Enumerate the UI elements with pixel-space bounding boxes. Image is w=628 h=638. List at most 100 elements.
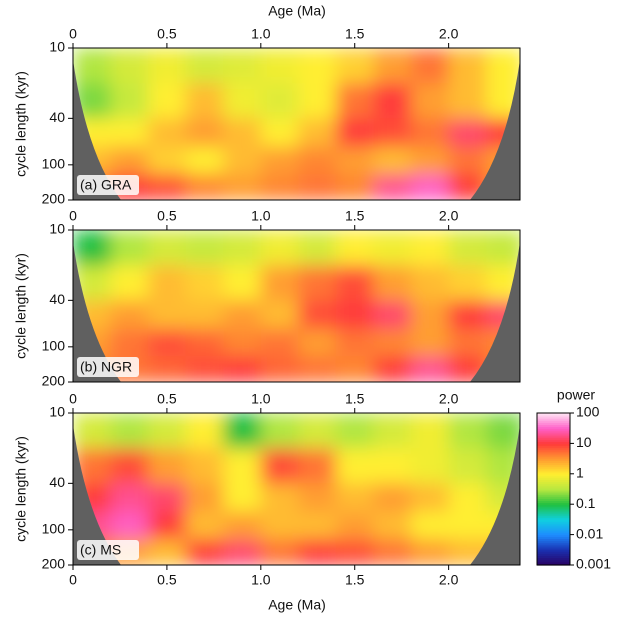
- colorbar-strip: [537, 534, 570, 538]
- colorbar-strip: [537, 473, 570, 477]
- colorbar-strip: [537, 492, 570, 496]
- heatmap-field: [73, 48, 520, 200]
- colorbar-strip: [537, 511, 570, 515]
- cell: [73, 48, 112, 84]
- colorbar-strip: [537, 464, 570, 467]
- cell: [185, 483, 224, 513]
- cell: [411, 300, 450, 330]
- cell: [148, 300, 187, 330]
- panel-label: (b) NGR: [80, 359, 132, 375]
- cell: [260, 48, 299, 84]
- colorbar-strip: [537, 452, 570, 456]
- cell: [373, 118, 412, 148]
- cell: [260, 448, 299, 484]
- cell: [73, 230, 112, 266]
- cell: [411, 230, 450, 266]
- cell: [373, 448, 412, 484]
- colorbar-strip: [537, 515, 570, 519]
- cell: [223, 328, 262, 357]
- cell: [411, 146, 450, 175]
- cell: [185, 146, 224, 175]
- cell: [185, 539, 224, 565]
- colorbar-strip: [537, 430, 570, 433]
- cell: [411, 118, 450, 148]
- cell: [448, 48, 487, 84]
- plot-frame: [72, 412, 521, 566]
- cell: [411, 448, 450, 484]
- x-tick-label: 0: [69, 572, 77, 588]
- cell: [185, 413, 224, 449]
- x-tick-label: 2.0: [439, 391, 459, 407]
- colorbar-strip: [537, 470, 570, 473]
- cell: [411, 483, 450, 513]
- cell: [148, 174, 187, 200]
- y-tick-label: 10: [49, 221, 65, 237]
- colorbar-strip: [537, 506, 570, 509]
- cell: [185, 300, 224, 330]
- cell: [223, 483, 262, 513]
- colorbar-strip: [537, 496, 570, 500]
- cell: [373, 511, 412, 540]
- colorbar-strip: [537, 428, 570, 431]
- cell: [223, 83, 262, 119]
- colorbar-strip: [537, 521, 570, 524]
- colorbar-strip: [537, 422, 570, 425]
- colorbar-strip: [537, 435, 570, 439]
- colorbar-strip: [537, 540, 570, 543]
- colorbar-tick-label: 0.001: [576, 556, 611, 572]
- cell: [110, 230, 149, 266]
- cone-of-influence: [73, 242, 121, 382]
- plot-frame: [72, 47, 521, 201]
- colorbar-strip: [537, 502, 570, 505]
- cell: [411, 83, 450, 119]
- colorbar-strip: [537, 439, 570, 443]
- cell: [373, 539, 412, 565]
- cell: [298, 448, 337, 484]
- x-tick-label: 2.0: [439, 572, 459, 588]
- colorbar-tick-label: 1: [576, 465, 584, 481]
- heatmap: [73, 413, 520, 565]
- cell: [335, 539, 375, 565]
- y-axis-title: cycle length (kyr): [13, 253, 29, 359]
- y-tick-label: 100: [42, 338, 66, 354]
- cell: [335, 118, 375, 148]
- cell: [448, 118, 487, 148]
- colorbar-strip: [537, 426, 570, 429]
- cell: [110, 448, 149, 484]
- heatmap: [73, 48, 520, 200]
- cell: [373, 483, 412, 513]
- cell: [185, 328, 224, 357]
- y-tick-label: 200: [42, 191, 66, 207]
- cell: [185, 265, 224, 301]
- y-tick-label: 40: [49, 291, 65, 307]
- cone-of-influence: [470, 242, 520, 382]
- cell: [185, 448, 224, 484]
- cell: [448, 511, 487, 540]
- colorbar-strip: [537, 418, 570, 422]
- cell: [148, 483, 187, 513]
- colorbar-strip: [537, 413, 570, 416]
- y-tick-label: 100: [42, 521, 66, 537]
- x-tick-label: 1.5: [345, 572, 365, 588]
- x-tick-label: 0.5: [157, 208, 177, 224]
- cell: [486, 230, 520, 266]
- cell: [260, 146, 299, 175]
- cell: [223, 174, 262, 200]
- cell: [223, 511, 262, 540]
- y-tick-label: 10: [49, 39, 65, 55]
- colorbar-strip: [537, 460, 570, 463]
- cell: [335, 356, 375, 382]
- cell: [486, 48, 520, 84]
- cell: [335, 230, 375, 266]
- colorbar-strip: [537, 490, 570, 494]
- colorbar-strip: [537, 500, 570, 503]
- cell: [298, 539, 337, 565]
- cell: [298, 413, 337, 449]
- colorbar-strip: [537, 441, 570, 444]
- colorbar-tick-label: 100: [576, 404, 600, 420]
- cell: [260, 300, 299, 330]
- cell: [148, 230, 187, 266]
- cell: [411, 413, 450, 449]
- colorbar-frame: [536, 412, 571, 566]
